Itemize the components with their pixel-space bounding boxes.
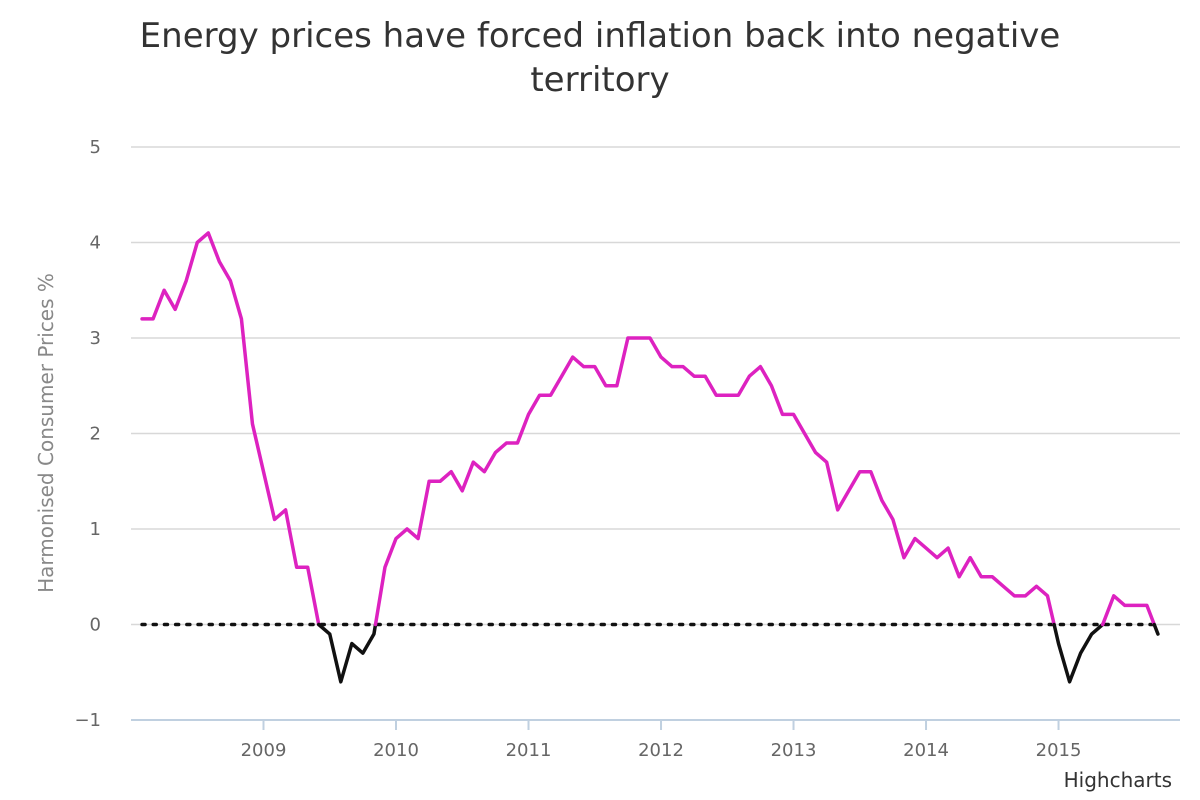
x-tick-label: 2012 [638, 740, 684, 761]
x-tick-label: 2014 [903, 740, 949, 761]
positive-segment [373, 336, 1056, 627]
y-axis-ticks: −1 0 1 2 3 4 5 [74, 137, 101, 731]
series-lines [140, 231, 1160, 684]
y-axis-title: Harmonised Consumer Prices % [34, 273, 58, 593]
y-tick-label: 3 [90, 328, 101, 349]
x-tick-label: 2015 [1036, 740, 1082, 761]
chart-title: Energy prices have forced inflation back… [139, 16, 1061, 100]
negative-segment [316, 622, 378, 684]
x-tick-label: 2011 [506, 740, 552, 761]
y-tick-label: 2 [90, 424, 101, 445]
gridlines [131, 146, 1180, 626]
x-tick-label: 2013 [771, 740, 817, 761]
y-tick-label: 1 [90, 519, 101, 540]
x-tick-label: 2009 [241, 740, 287, 761]
y-tick-label: −1 [74, 710, 101, 731]
x-tick-label: 2010 [373, 740, 419, 761]
positive-segment [140, 231, 321, 627]
negative-segment [1152, 622, 1160, 636]
y-tick-label: 4 [90, 233, 101, 254]
y-tick-label: 0 [90, 615, 101, 636]
y-tick-label: 5 [90, 137, 101, 158]
x-axis: 2009 2010 2011 2012 2013 2014 2015 [131, 719, 1180, 761]
positive-segment [1100, 594, 1156, 627]
negative-segment [1052, 622, 1105, 684]
credits-link[interactable]: Highcharts [1063, 768, 1172, 792]
